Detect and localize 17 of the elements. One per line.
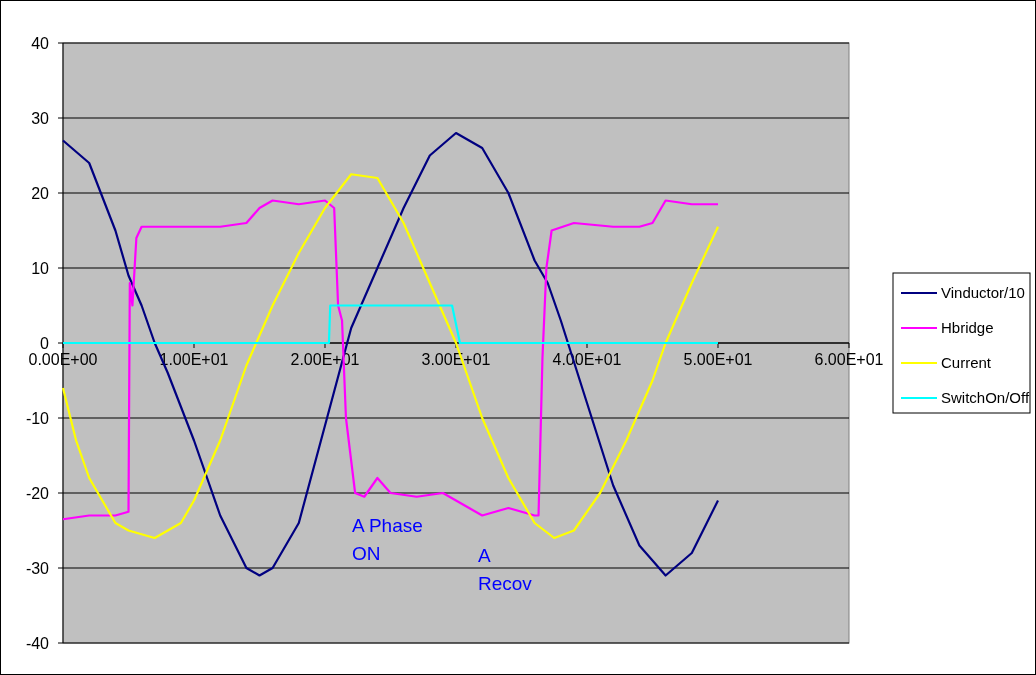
x-tick-label: 5.00E+01	[683, 351, 753, 368]
y-tick-label: -30	[25, 559, 50, 577]
legend-label: Hbridge	[941, 319, 994, 337]
legend-label: SwitchOn/Off	[941, 389, 1030, 407]
y-tick-label: 30	[31, 109, 50, 127]
y-tick-label: -10	[25, 409, 50, 427]
x-tick-label: 6.00E+01	[814, 351, 884, 368]
legend-label: Vinductor/10	[941, 284, 1025, 302]
y-tick-label: 20	[31, 184, 50, 202]
annotation: A Phase ON	[352, 515, 423, 564]
y-tick-label: 10	[31, 259, 50, 277]
legend-label: Current	[941, 354, 992, 372]
y-tick-label: 0	[40, 334, 50, 352]
y-tick-label: -20	[25, 484, 50, 502]
y-tick-label: 40	[31, 34, 50, 52]
annotation: A Recov	[478, 545, 533, 594]
y-tick-label: -40	[25, 634, 50, 652]
